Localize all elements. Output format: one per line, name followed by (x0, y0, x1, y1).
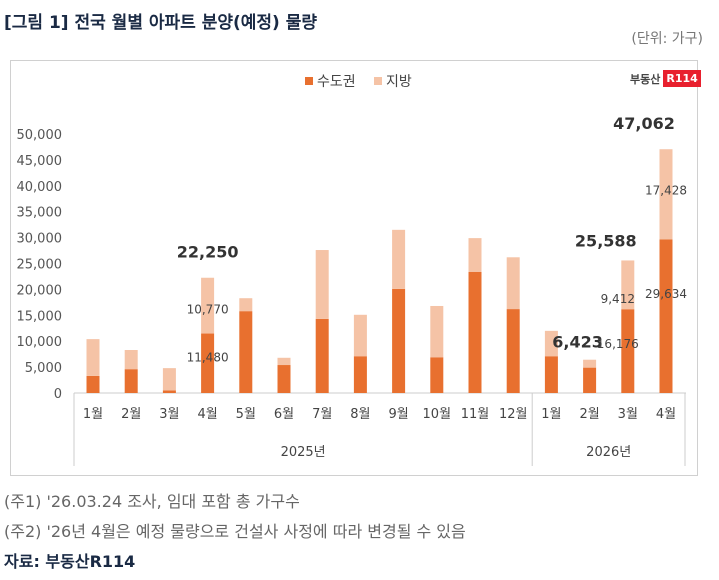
x-tick-label: 1월 (541, 407, 561, 422)
y-tick-label: 20,000 (17, 283, 63, 298)
bar-local (162, 368, 176, 391)
x-tick-label: 1월 (83, 407, 103, 422)
bar-capital (544, 356, 558, 393)
y-tick-label: 45,000 (17, 154, 63, 169)
chart-frame (10, 60, 698, 476)
legend-swatch-local (374, 77, 382, 85)
bar-local (392, 229, 406, 289)
x-tick-label: 8월 (350, 407, 370, 422)
total-label: 6,423 (552, 333, 603, 352)
bar-local (544, 330, 558, 357)
y-tick-label: 30,000 (17, 232, 63, 247)
bar-capital (353, 356, 367, 393)
y-tick-label: 0 (54, 387, 62, 402)
footnote-1: (주1) '26.03.24 조사, 임대 포함 총 가구수 (4, 492, 300, 511)
y-tick-label: 35,000 (17, 206, 63, 221)
bar-capital (621, 309, 635, 393)
bar-local (239, 298, 253, 312)
stacked-bar-chart: 수도권 지방 0 5,000 10,000 15,000 20,000 25,000 30,00… (17, 74, 687, 466)
bar-local (277, 357, 291, 366)
capital-value-label: 11,480 (187, 350, 229, 364)
bar-capital (430, 357, 444, 393)
bar-local (506, 257, 520, 310)
bar-local (315, 250, 329, 319)
bar-capital (86, 375, 100, 393)
x-tick-label: 5월 (236, 407, 256, 422)
bar-capital (583, 367, 597, 393)
bar-local (621, 260, 635, 310)
x-tick-label: 9월 (388, 407, 408, 422)
bar-capital (239, 311, 253, 393)
bar-capital (315, 318, 329, 393)
x-tick-label: 4월 (656, 407, 676, 422)
y-tick-label: 15,000 (17, 309, 63, 324)
bar-capital (468, 271, 482, 393)
bar-capital (277, 365, 291, 393)
local-value-label: 17,428 (645, 183, 687, 197)
capital-value-label: 29,634 (645, 287, 687, 301)
bar-capital (659, 239, 673, 393)
total-label: 47,062 (613, 114, 675, 133)
group-label: 2026년 (586, 445, 631, 460)
x-tick-label: 3월 (618, 407, 638, 422)
bar-local (468, 238, 482, 272)
y-tick-label: 5,000 (25, 361, 62, 376)
bar-capital (201, 333, 215, 393)
local-value-label: 10,770 (187, 303, 229, 317)
unit-label: (단위: 가구) (631, 31, 703, 47)
chart-title: [그림 1] 전국 월별 아파트 분양(예정) 물량 (4, 13, 318, 33)
group-label: 2025년 (281, 445, 326, 460)
local-value-label: 9,412 (601, 292, 635, 306)
legend-label-capital: 수도권 (317, 74, 356, 90)
x-tick-label: 11월 (461, 407, 490, 422)
bar-capital (392, 288, 406, 393)
footnote-2: (주2) '26년 4월은 예정 물량으로 건설사 사정에 따라 변경될 수 있… (4, 522, 466, 541)
bar-capital (506, 309, 520, 393)
bar-local (124, 350, 138, 370)
logo-badge: R114 (663, 70, 701, 87)
capital-value-label: 16,176 (597, 337, 639, 351)
y-tick-label: 25,000 (17, 258, 63, 273)
x-tick-label: 7월 (312, 407, 332, 422)
x-tick-label: 2월 (121, 407, 141, 422)
y-tick-label: 10,000 (17, 335, 63, 350)
logo-text: 부동산 (630, 72, 661, 86)
bar-local (353, 314, 367, 357)
bar-local (430, 305, 444, 358)
bar-local (201, 277, 215, 334)
total-label: 25,588 (575, 231, 637, 250)
total-label: 22,250 (177, 243, 239, 262)
x-tick-label: 6월 (274, 407, 294, 422)
bar-capital (124, 369, 138, 393)
bar-local (659, 149, 673, 240)
x-tick-label: 4월 (197, 407, 217, 422)
x-tick-label: 3월 (159, 407, 179, 422)
brand-logo: 부동산 R114 (630, 70, 701, 87)
bar-capital (162, 390, 176, 393)
source-label: 자료: 부동산R114 (4, 552, 136, 571)
y-tick-label: 50,000 (17, 128, 63, 143)
legend-swatch-capital (305, 77, 313, 85)
bar-local (583, 359, 597, 368)
x-tick-label: 10월 (423, 407, 452, 422)
legend-label-local: 지방 (386, 74, 412, 90)
y-tick-label: 40,000 (17, 180, 63, 195)
x-tick-label: 2월 (579, 407, 599, 422)
x-tick-label: 12월 (499, 407, 528, 422)
bar-local (86, 339, 100, 376)
